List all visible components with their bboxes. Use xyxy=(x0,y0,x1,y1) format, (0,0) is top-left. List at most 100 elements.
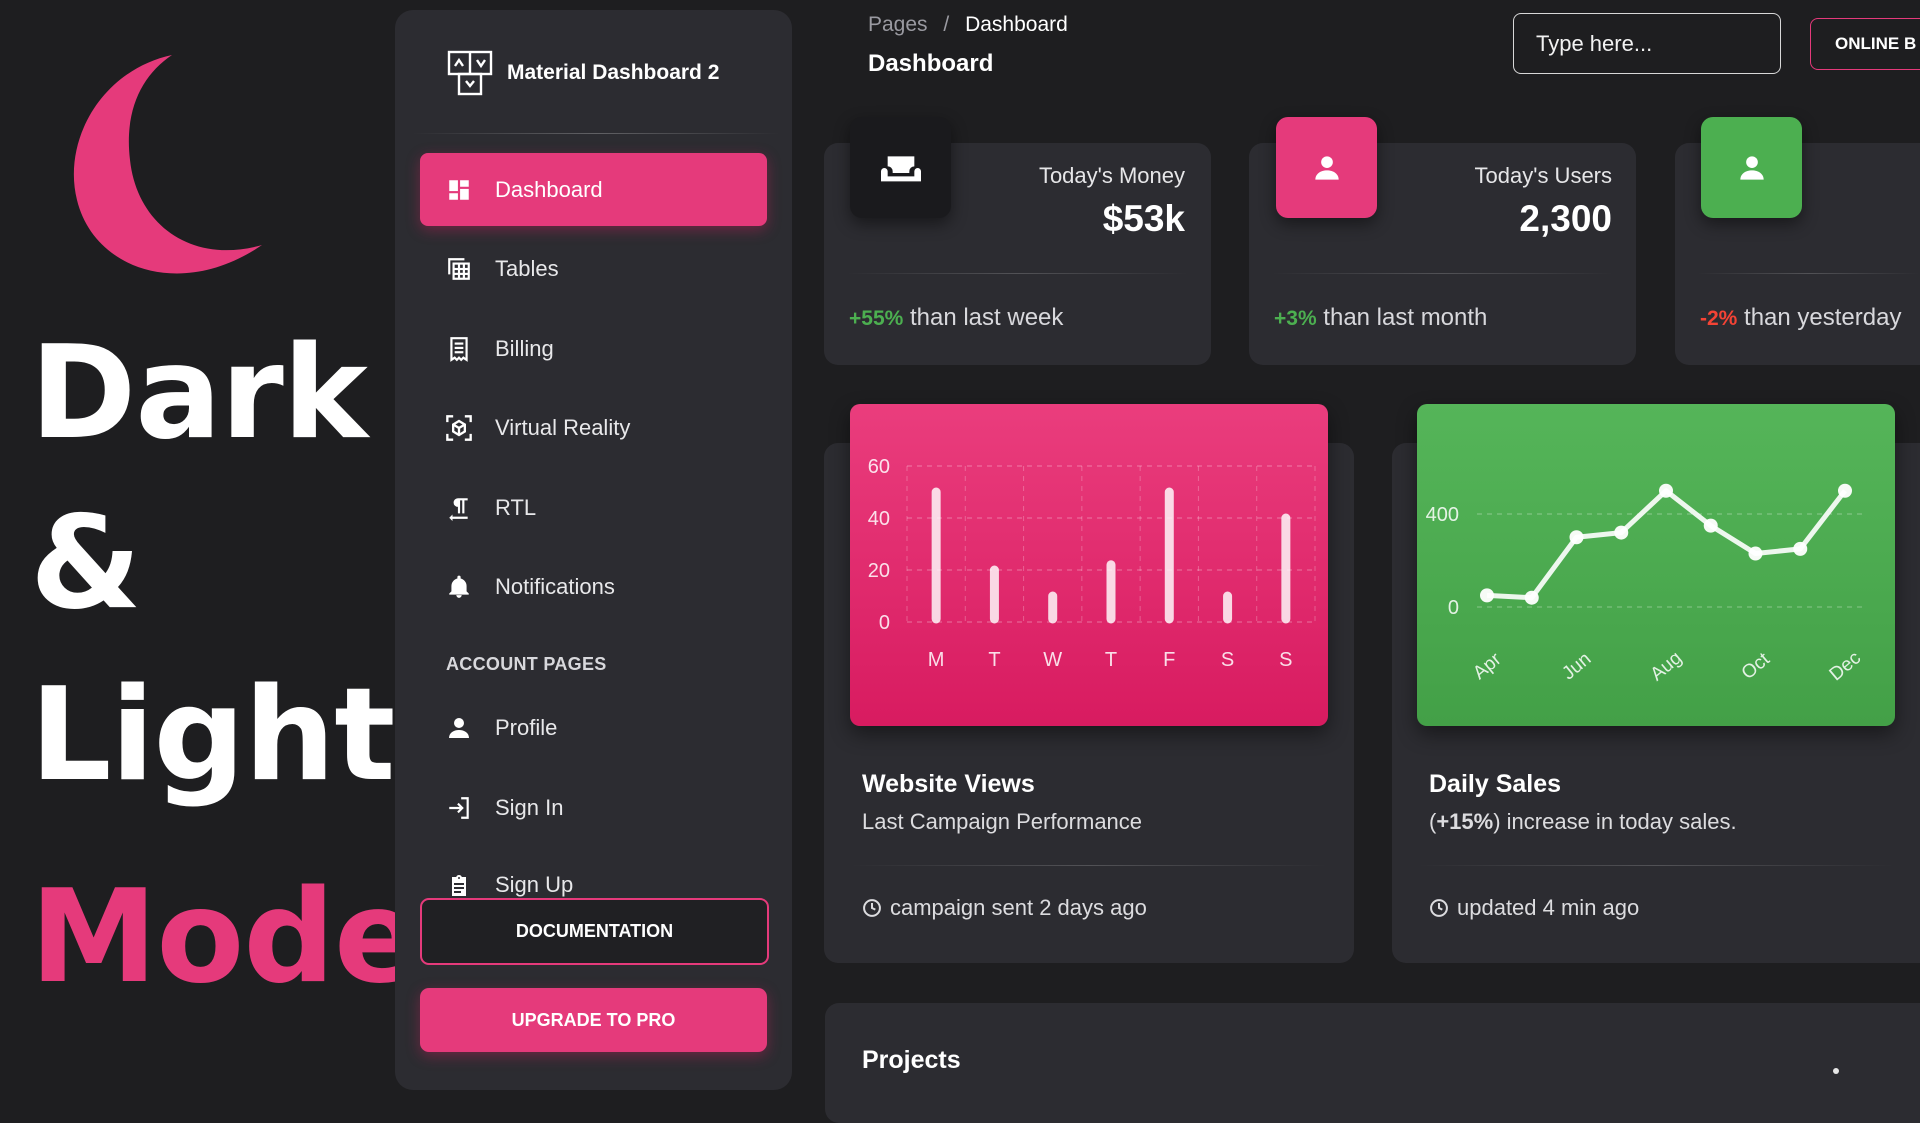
x-tick-label: S xyxy=(1221,649,1234,671)
data-point xyxy=(1614,525,1629,540)
data-point xyxy=(1838,483,1852,498)
breadcrumb: Pages / Dashboard xyxy=(868,13,1068,37)
stat-value: $53k xyxy=(1102,198,1185,239)
chart-title: Website Views xyxy=(862,770,1035,798)
clock-icon xyxy=(1430,899,1448,917)
x-tick-label: Jun xyxy=(1558,648,1595,684)
sidebar-item-label: Sign In xyxy=(495,794,564,820)
sidebar-item-label: Profile xyxy=(495,714,558,740)
stat-divider xyxy=(1271,273,1614,274)
dashboard-icon xyxy=(445,176,473,204)
x-tick-label: M xyxy=(928,649,945,671)
subtitle-suffix: ) increase in today sales. xyxy=(1493,809,1737,834)
stat-change-text: than last week xyxy=(909,304,1064,331)
sidebar-item-label: Notifications xyxy=(495,573,615,599)
more-options-icon[interactable] xyxy=(1833,1068,1839,1074)
line-chart-panel: 400 0 Apr Jun Aug Oct Dec xyxy=(1417,404,1895,726)
person-icon xyxy=(1314,155,1339,180)
chart-divider xyxy=(850,865,1328,866)
sidebar-item-profile[interactable]: Profile xyxy=(420,691,767,764)
chart-subtitle: Last Campaign Performance xyxy=(862,809,1143,834)
promo-word-and: & xyxy=(30,489,142,638)
y-tick-label: 60 xyxy=(868,456,890,478)
x-tick-label: Dec xyxy=(1826,647,1865,685)
stat-footer: +55% than last week xyxy=(849,304,1063,332)
projects-card xyxy=(825,1003,1920,1123)
search-input[interactable] xyxy=(1513,13,1781,74)
person-icon xyxy=(445,714,473,742)
sales-line xyxy=(1486,488,1847,601)
stat-footer: +3% than last month xyxy=(1274,304,1487,332)
sidebar-divider xyxy=(412,133,780,134)
line-chart: 400 0 Apr Jun Aug Oct Dec xyxy=(1426,483,1865,685)
login-icon xyxy=(445,794,473,822)
promo-word-mode: Mode xyxy=(30,863,421,1012)
stat-change: -2% xyxy=(1700,307,1738,330)
x-tick-label: F xyxy=(1163,649,1175,671)
x-tick-label: Aug xyxy=(1647,647,1686,685)
x-tick-label: T xyxy=(1105,649,1117,671)
assignment-icon xyxy=(445,872,473,900)
data-point xyxy=(1703,518,1718,533)
x-tick-label: T xyxy=(988,649,1000,671)
weekend-icon xyxy=(880,155,921,181)
y-tick-label: 0 xyxy=(879,612,890,634)
breadcrumb-separator: / xyxy=(943,13,950,36)
bell-icon xyxy=(445,573,473,601)
crescent-moon-icon xyxy=(73,55,262,274)
sidebar-item-tables[interactable]: Tables xyxy=(420,232,767,305)
bar-chart-panel: 60 40 20 0 M T W T F S S xyxy=(850,404,1328,726)
subtitle-highlight: +15% xyxy=(1436,809,1494,834)
sidebar-item-label: Tables xyxy=(495,255,559,281)
view-in-ar-icon xyxy=(445,414,473,442)
data-point xyxy=(1793,541,1808,556)
sidebar-item-label: Virtual Reality xyxy=(495,414,631,440)
projects-title: Projects xyxy=(862,1046,961,1074)
stat-divider xyxy=(846,273,1189,274)
stat-label: Today's Money xyxy=(1038,163,1185,188)
sidebar-item-sign-up[interactable]: Sign Up xyxy=(420,850,767,900)
sidebar-item-billing[interactable]: Billing xyxy=(420,312,767,385)
upgrade-to-pro-button[interactable]: UPGRADE TO PRO xyxy=(420,988,767,1052)
stat-icon-box xyxy=(1276,117,1377,218)
receipt-icon xyxy=(445,335,473,363)
promo-word-light: Light xyxy=(30,661,395,810)
sidebar-item-label: Sign Up xyxy=(495,872,574,897)
breadcrumb-current: Dashboard xyxy=(965,13,1068,36)
chart-divider xyxy=(1417,865,1895,866)
stat-icon-box xyxy=(850,117,951,218)
chart-footer-text: campaign sent 2 days ago xyxy=(890,895,1147,920)
table-icon xyxy=(445,255,473,283)
sidebar-brand[interactable]: Material Dashboard 2 xyxy=(447,50,719,96)
documentation-button[interactable]: DOCUMENTATION xyxy=(420,898,769,965)
sidebar-item-notifications[interactable]: Notifications xyxy=(420,550,767,623)
x-tick-label: S xyxy=(1279,649,1292,671)
brand-title: Material Dashboard 2 xyxy=(507,61,720,84)
y-tick-label: 40 xyxy=(868,508,890,530)
sidebar-item-dashboard[interactable]: Dashboard xyxy=(420,153,767,226)
sidebar-item-label: RTL xyxy=(495,494,537,520)
breadcrumb-root[interactable]: Pages xyxy=(868,13,928,36)
data-point xyxy=(1480,588,1494,603)
sidebar-item-rtl[interactable]: RTL xyxy=(420,471,767,544)
promo-word-dark: Dark xyxy=(30,319,368,468)
x-tick-label: W xyxy=(1043,649,1062,671)
chart-subtitle: (+15%) increase in today sales. xyxy=(1429,809,1737,835)
x-tick-label: Oct xyxy=(1738,648,1775,684)
online-builder-button[interactable]: ONLINE B xyxy=(1810,18,1920,70)
data-point xyxy=(1659,483,1673,498)
y-tick-label: 20 xyxy=(868,560,890,582)
sidebar-item-sign-in[interactable]: Sign In xyxy=(420,771,767,844)
sidebar-item-label: Dashboard xyxy=(495,176,603,202)
chart-footer: updated 4 min ago xyxy=(1429,895,1639,921)
stat-footer: -2% than yesterday xyxy=(1700,304,1901,332)
data-point xyxy=(1748,546,1763,561)
stat-change: +3% xyxy=(1274,307,1317,330)
y-tick-label: 400 xyxy=(1426,504,1459,526)
chart-footer-text: updated 4 min ago xyxy=(1457,895,1640,920)
stat-change-text: than last month xyxy=(1323,304,1488,331)
chart-title: Daily Sales xyxy=(1429,770,1562,798)
chart-footer: campaign sent 2 days ago xyxy=(862,895,1147,921)
data-point xyxy=(1524,590,1539,605)
sidebar-item-virtual-reality[interactable]: Virtual Reality xyxy=(420,391,767,464)
